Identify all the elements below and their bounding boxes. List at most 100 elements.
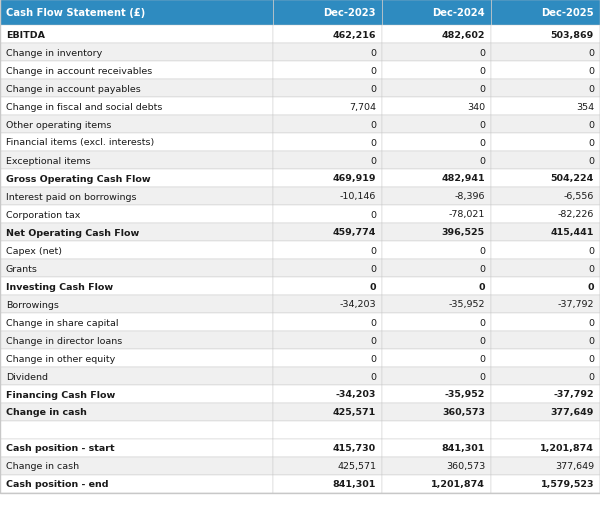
Bar	[273, 314, 382, 331]
Text: 462,216: 462,216	[332, 30, 376, 39]
Bar	[0, 367, 273, 385]
Bar	[0, 475, 273, 493]
Text: Change in other equity: Change in other equity	[6, 354, 115, 363]
Text: Net Operating Cash Flow: Net Operating Cash Flow	[6, 228, 139, 237]
Bar	[0, 98, 273, 116]
Text: Dec-2025: Dec-2025	[541, 8, 594, 18]
Text: 0: 0	[370, 336, 376, 345]
Text: -78,021: -78,021	[449, 210, 485, 219]
Text: Change in fiscal and social debts: Change in fiscal and social debts	[6, 103, 163, 111]
Text: 0: 0	[588, 156, 594, 165]
Bar	[382, 62, 491, 80]
Text: Other operating items: Other operating items	[6, 120, 112, 129]
Bar	[0, 457, 273, 475]
Text: 503,869: 503,869	[551, 30, 594, 39]
Bar	[273, 170, 382, 188]
Text: 0: 0	[588, 372, 594, 381]
Bar	[0, 44, 273, 62]
Bar	[273, 224, 382, 241]
Text: 354: 354	[576, 103, 594, 111]
Text: 0: 0	[588, 66, 594, 75]
Bar	[273, 385, 382, 403]
Bar	[382, 80, 491, 98]
Text: Interest paid on borrowings: Interest paid on borrowings	[6, 192, 137, 201]
Text: Change in cash: Change in cash	[6, 408, 87, 417]
Text: 459,774: 459,774	[332, 228, 376, 237]
Bar	[0, 206, 273, 224]
Bar	[0, 349, 273, 367]
Text: Borrowings: Borrowings	[6, 300, 59, 309]
Bar	[491, 26, 600, 44]
Bar	[491, 314, 600, 331]
Bar	[491, 277, 600, 295]
Bar	[382, 439, 491, 457]
Text: 415,441: 415,441	[551, 228, 594, 237]
Text: 425,571: 425,571	[333, 408, 376, 417]
Text: 0: 0	[370, 318, 376, 327]
Bar	[273, 475, 382, 493]
Bar	[491, 98, 600, 116]
Text: Financing Cash Flow: Financing Cash Flow	[6, 390, 115, 399]
Bar	[273, 403, 382, 421]
Bar	[491, 331, 600, 349]
Bar	[382, 367, 491, 385]
Bar	[491, 80, 600, 98]
Bar	[0, 421, 273, 439]
Text: Cash position - end: Cash position - end	[6, 480, 109, 488]
Bar	[0, 385, 273, 403]
Bar	[273, 241, 382, 260]
Text: Change in inventory: Change in inventory	[6, 48, 102, 58]
Text: -82,226: -82,226	[557, 210, 594, 219]
Bar	[0, 188, 273, 206]
Bar	[491, 241, 600, 260]
Text: 1,201,874: 1,201,874	[540, 443, 594, 452]
Text: Change in share capital: Change in share capital	[6, 318, 119, 327]
Text: 0: 0	[479, 156, 485, 165]
Text: 0: 0	[588, 120, 594, 129]
Text: -6,556: -6,556	[563, 192, 594, 201]
Text: 0: 0	[588, 246, 594, 255]
Text: -35,952: -35,952	[445, 390, 485, 399]
Bar	[382, 44, 491, 62]
Text: 0: 0	[370, 282, 376, 291]
Text: 0: 0	[479, 120, 485, 129]
Text: 0: 0	[479, 354, 485, 363]
Text: Change in account receivables: Change in account receivables	[6, 66, 152, 75]
Text: 377,649: 377,649	[555, 462, 594, 471]
Bar	[382, 170, 491, 188]
Text: 0: 0	[479, 66, 485, 75]
Text: Corporation tax: Corporation tax	[6, 210, 80, 219]
Text: Financial items (excl. interests): Financial items (excl. interests)	[6, 138, 154, 147]
Text: 0: 0	[479, 264, 485, 273]
Bar	[382, 241, 491, 260]
Bar	[382, 224, 491, 241]
Bar	[0, 152, 273, 170]
Text: 0: 0	[587, 282, 594, 291]
Text: 0: 0	[479, 336, 485, 345]
Bar	[382, 98, 491, 116]
Text: 0: 0	[370, 66, 376, 75]
Text: 482,941: 482,941	[442, 174, 485, 183]
Bar	[0, 224, 273, 241]
Bar	[382, 403, 491, 421]
Text: 0: 0	[588, 336, 594, 345]
Text: EBITDA: EBITDA	[6, 30, 45, 39]
Bar	[491, 439, 600, 457]
Text: 0: 0	[370, 156, 376, 165]
Bar	[273, 439, 382, 457]
Text: 0: 0	[479, 282, 485, 291]
Bar	[0, 241, 273, 260]
Bar	[273, 331, 382, 349]
Bar	[273, 260, 382, 277]
Bar	[382, 188, 491, 206]
Bar	[0, 80, 273, 98]
Bar	[382, 152, 491, 170]
Text: 0: 0	[370, 210, 376, 219]
Text: -10,146: -10,146	[340, 192, 376, 201]
Bar	[0, 170, 273, 188]
Text: 1,579,523: 1,579,523	[541, 480, 594, 488]
Bar	[273, 206, 382, 224]
Text: Investing Cash Flow: Investing Cash Flow	[6, 282, 113, 291]
Text: 482,602: 482,602	[442, 30, 485, 39]
Bar	[491, 367, 600, 385]
